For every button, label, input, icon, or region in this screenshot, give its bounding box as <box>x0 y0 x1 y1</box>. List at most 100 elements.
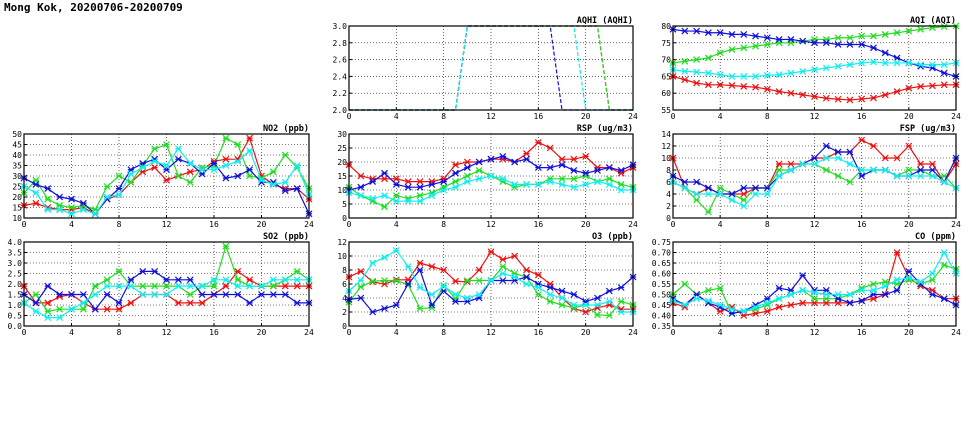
chart-title: AQHI (AQHI) <box>577 16 633 26</box>
x-tick-label: 8 <box>441 328 446 337</box>
data-point <box>728 190 736 198</box>
x-tick-label: 0 <box>347 328 352 337</box>
chart-title: FSP (ug/m3) <box>900 124 956 134</box>
data-point <box>870 286 877 294</box>
data-point <box>381 169 388 177</box>
data-point <box>428 180 436 188</box>
data-point <box>858 136 866 144</box>
data-point <box>428 291 436 298</box>
data-point <box>523 280 530 288</box>
data-point <box>163 282 170 290</box>
data-point <box>499 256 507 263</box>
data-point <box>357 294 365 302</box>
x-tick-label: 8 <box>765 220 770 229</box>
data-point <box>174 172 182 180</box>
data-point <box>834 291 842 298</box>
data-point <box>127 178 135 186</box>
y-tick-label: 40 <box>12 151 22 160</box>
data-point <box>416 183 424 191</box>
y-tick-label: 0 <box>342 214 347 223</box>
data-point <box>381 305 388 312</box>
data-point <box>499 175 507 183</box>
data-point <box>234 141 242 148</box>
y-tick-label: 0 <box>342 322 347 331</box>
y-tick-label: 8 <box>666 166 671 175</box>
plot-frame <box>348 133 634 219</box>
data-point <box>893 54 901 62</box>
data-point <box>392 180 400 188</box>
data-point <box>44 185 52 193</box>
data-point <box>269 291 277 298</box>
data-point <box>775 303 783 311</box>
data-point <box>740 44 748 52</box>
data-point <box>905 59 913 67</box>
y-tick-label: 0.70 <box>652 249 671 258</box>
data-point <box>822 166 830 174</box>
y-tick-label: 65 <box>661 72 671 81</box>
data-point <box>870 142 877 150</box>
data-point <box>605 298 613 305</box>
data-point <box>605 287 613 295</box>
data-point <box>881 91 889 99</box>
y-tick-label: 0.60 <box>652 270 671 279</box>
x-tick-label: 16 <box>857 220 867 229</box>
data-point <box>775 284 783 292</box>
plot-frame <box>348 241 634 327</box>
data-point <box>787 69 795 77</box>
data-point <box>858 286 866 294</box>
data-point <box>174 276 182 284</box>
data-point <box>617 180 625 188</box>
data-point <box>693 295 701 303</box>
x-tick-label: 24 <box>951 112 961 121</box>
y-tick-label: 0.75 <box>652 238 671 247</box>
data-point <box>870 58 877 66</box>
data-point <box>186 276 194 284</box>
data-point <box>893 172 901 180</box>
x-tick-label: 24 <box>304 328 314 337</box>
data-point <box>463 158 471 166</box>
data-point <box>222 242 230 250</box>
y-tick-label: 0.45 <box>652 301 671 310</box>
data-point <box>740 184 748 192</box>
y-tick-label: 20 <box>337 158 347 167</box>
data-point <box>68 195 75 203</box>
data-point <box>416 197 424 205</box>
data-point <box>127 170 135 178</box>
data-point <box>186 299 194 307</box>
data-point <box>846 178 854 186</box>
data-point <box>763 85 771 93</box>
y-tick-label: 10 <box>12 214 22 223</box>
data-point <box>940 61 948 69</box>
data-point <box>44 195 52 203</box>
data-point <box>511 273 519 281</box>
data-point <box>763 190 771 198</box>
x-tick-label: 16 <box>534 220 544 229</box>
data-point <box>881 49 889 57</box>
y-tick-label: 4 <box>666 190 671 199</box>
series-cyan <box>20 145 313 218</box>
data-point <box>716 190 724 198</box>
data-point <box>56 305 64 313</box>
data-point <box>693 56 701 64</box>
data-point <box>693 27 701 35</box>
data-point <box>428 192 436 200</box>
data-point <box>463 172 471 180</box>
data-point <box>763 299 771 307</box>
data-point <box>163 176 170 184</box>
data-point <box>787 301 795 309</box>
data-point <box>222 276 230 284</box>
data-point <box>222 162 230 169</box>
data-point <box>870 44 877 52</box>
data-point <box>570 291 578 298</box>
y-tick-label: 2.8 <box>333 39 348 48</box>
data-point <box>534 164 542 172</box>
data-point <box>716 49 724 57</box>
x-tick-label: 4 <box>718 112 723 121</box>
data-point <box>32 189 40 197</box>
data-point <box>558 301 566 309</box>
x-tick-label: 16 <box>209 328 219 337</box>
data-point <box>68 204 75 211</box>
data-point <box>452 277 459 285</box>
data-point <box>799 160 807 168</box>
y-tick-label: 2.4 <box>333 72 348 81</box>
